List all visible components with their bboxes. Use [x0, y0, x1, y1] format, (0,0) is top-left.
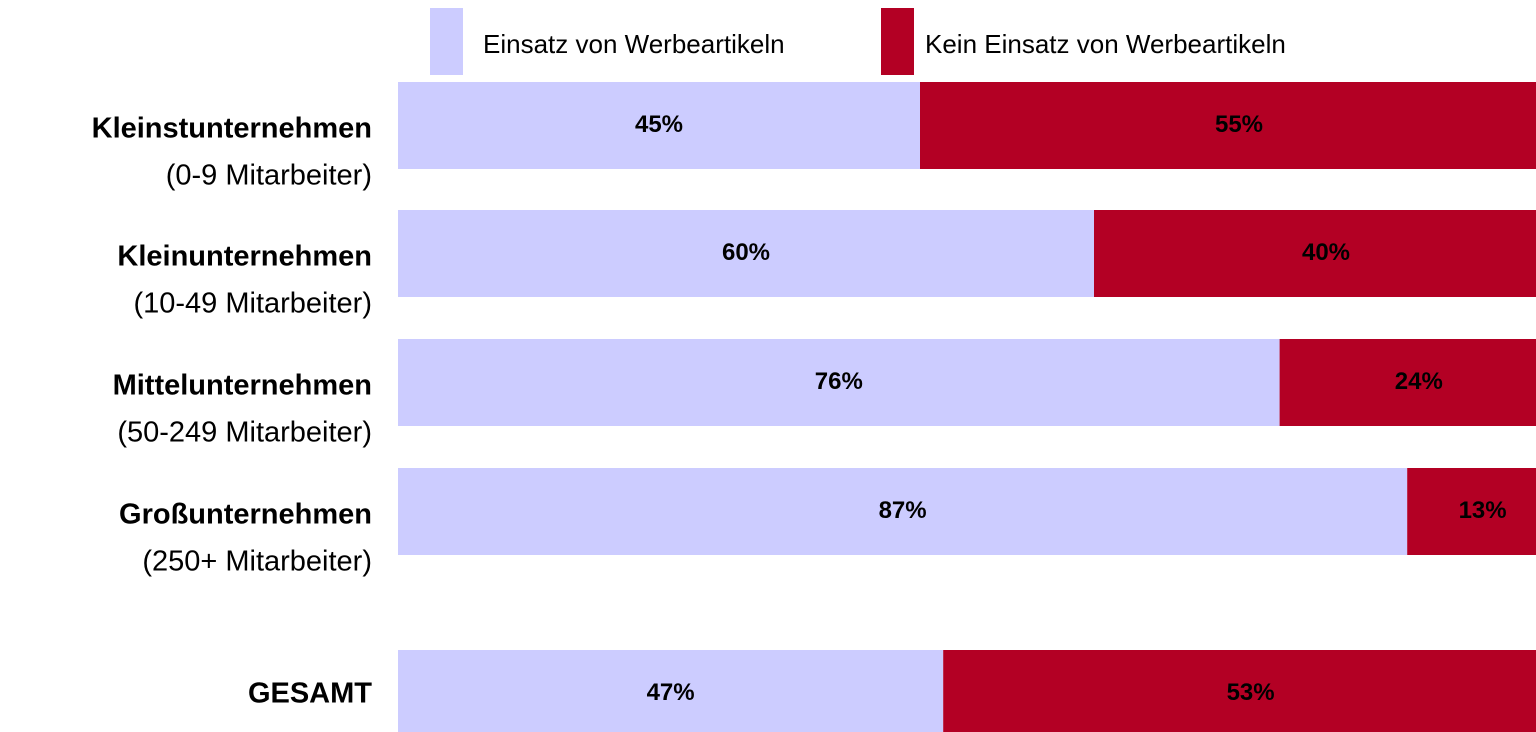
category-label: GESAMT	[248, 678, 372, 710]
value-label: 40%	[1302, 239, 1350, 266]
legend-swatch	[881, 8, 914, 75]
value-label: 47%	[647, 679, 695, 706]
category-label: Kleinstunternehmen	[92, 113, 372, 145]
category-sublabel: (50-249 Mitarbeiter)	[117, 417, 372, 449]
bar-segment	[398, 468, 1408, 555]
bar-segment	[943, 650, 1536, 732]
legend-swatch	[430, 8, 463, 75]
value-label: 13%	[1459, 497, 1507, 524]
bar-segment	[920, 82, 1536, 169]
value-label: 53%	[1227, 679, 1275, 706]
value-label: 76%	[815, 368, 863, 395]
bar-segment	[398, 339, 1280, 426]
bar-segment	[1407, 468, 1536, 555]
category-label: Großunternehmen	[119, 499, 372, 531]
value-label: 55%	[1215, 111, 1263, 138]
value-label: 24%	[1395, 368, 1443, 395]
value-label: 60%	[722, 239, 770, 266]
value-label: 87%	[879, 497, 927, 524]
category-sublabel: (0-9 Mitarbeiter)	[166, 160, 372, 192]
category-sublabel: (250+ Mitarbeiter)	[142, 546, 372, 578]
bar-segment	[398, 650, 944, 732]
bar-segment	[398, 210, 1094, 297]
legend-label: Kein Einsatz von Werbeartikeln	[925, 29, 1286, 59]
category-label: Kleinunternehmen	[117, 241, 372, 273]
bar-segment	[1094, 210, 1536, 297]
value-label: 45%	[635, 111, 683, 138]
plot-area: Einsatz von Werbeartikeln Kein Einsatz vo…	[92, 8, 1536, 732]
bar-segment	[398, 82, 920, 169]
category-label: Mittelunternehmen	[113, 370, 372, 402]
bar-segment	[1279, 339, 1536, 426]
category-sublabel: (10-49 Mitarbeiter)	[133, 288, 372, 320]
legend-label: Einsatz von Werbeartikeln	[483, 29, 785, 59]
